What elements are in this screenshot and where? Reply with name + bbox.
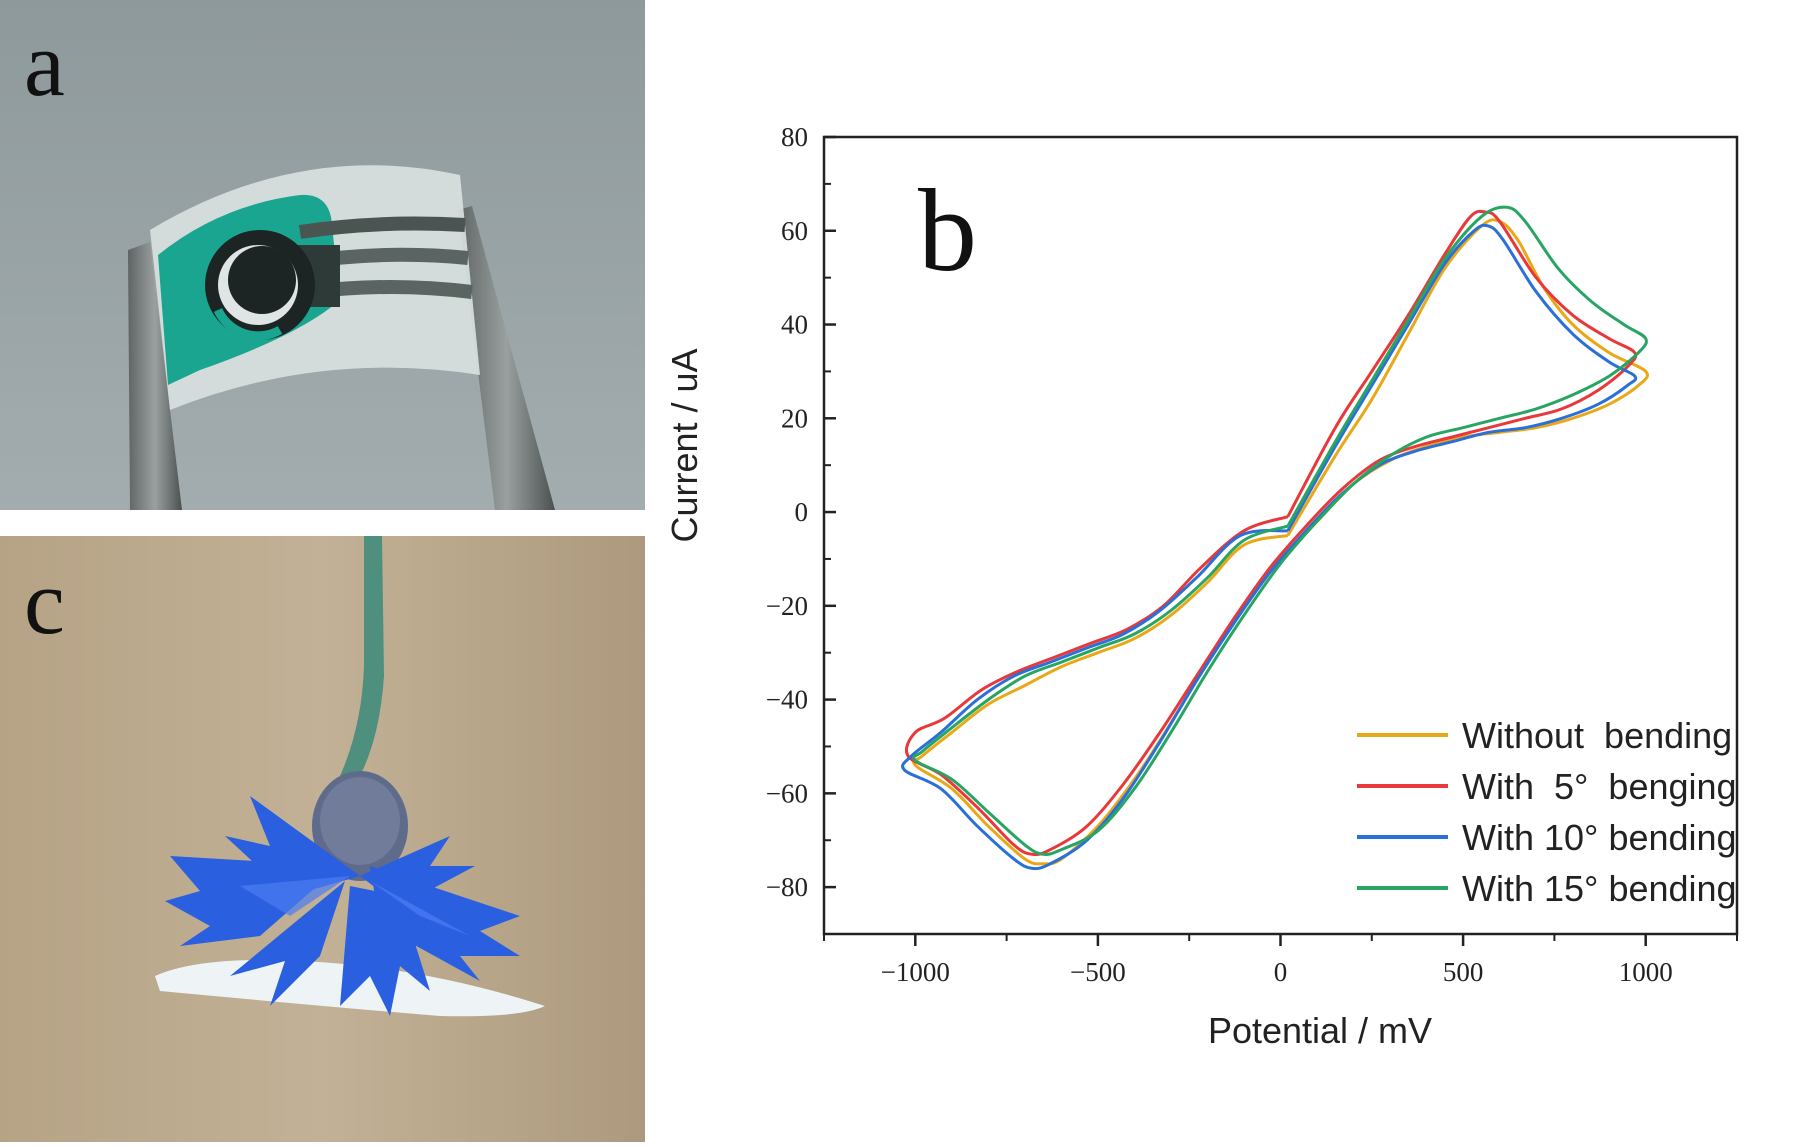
- panel-label-b: b: [918, 165, 977, 296]
- chart-legend: Without bending With 5° benging With 10° b…: [1357, 715, 1737, 909]
- cv-chart-svg: −1000 −500 0 500 1000 806040200−20−40−60−80 …: [664, 122, 1739, 1051]
- photo-flexible-sensor: a: [0, 0, 645, 510]
- panel-label-a: a: [24, 13, 65, 115]
- x-axis-ticks: −1000 −500 0 500 1000: [823, 934, 1738, 987]
- x-tick-label: −500: [1070, 957, 1126, 987]
- chart-series-group: [901, 205, 1649, 871]
- y-tick-label: −60: [766, 778, 808, 808]
- y-axis-ticks: 80 60 40 20 0 −20 −40 −60 −80: [766, 122, 836, 935]
- tweezer-left: [128, 242, 182, 510]
- y-tick-label: 20: [781, 403, 808, 433]
- x-axis-title: Potential / mV: [1208, 1010, 1432, 1051]
- photo-cornflower: c: [0, 536, 645, 1142]
- x-tick-label: 500: [1443, 957, 1484, 987]
- flexible-sensor-illustration: [0, 0, 645, 510]
- y-tick-label: 40: [781, 310, 808, 340]
- y-tick-label: −40: [766, 685, 808, 715]
- y-tick-label: 0: [795, 497, 809, 527]
- x-tick-label: 0: [1274, 957, 1288, 987]
- y-tick-label: −20: [766, 591, 808, 621]
- legend-label-4: With 15° bending: [1462, 868, 1737, 909]
- y-tick-label: 60: [781, 216, 808, 246]
- tweezer-right: [458, 206, 555, 510]
- y-axis-title: Current / uA: [664, 348, 705, 542]
- y-tick-label: 80: [781, 122, 808, 152]
- x-tick-label: −1000: [881, 957, 950, 987]
- flower-stem: [340, 536, 384, 776]
- series-line-4: [912, 205, 1648, 856]
- panel-label-c: c: [24, 551, 65, 653]
- y-tick-label: −80: [766, 872, 808, 902]
- legend-label-3: With 10° bending: [1462, 817, 1737, 858]
- cv-chart: −1000 −500 0 500 1000 80 60 40 20 0 −20 −40 −60 −80 …: [650, 0, 1815, 1142]
- cornflower-illustration: [0, 536, 645, 1142]
- legend-label-2: With 5° benging: [1462, 766, 1737, 807]
- x-tick-label: 1000: [1619, 957, 1673, 987]
- series-line-3: [901, 223, 1638, 871]
- legend-label-1: Without bending: [1462, 715, 1732, 756]
- series-line-2: [904, 209, 1638, 857]
